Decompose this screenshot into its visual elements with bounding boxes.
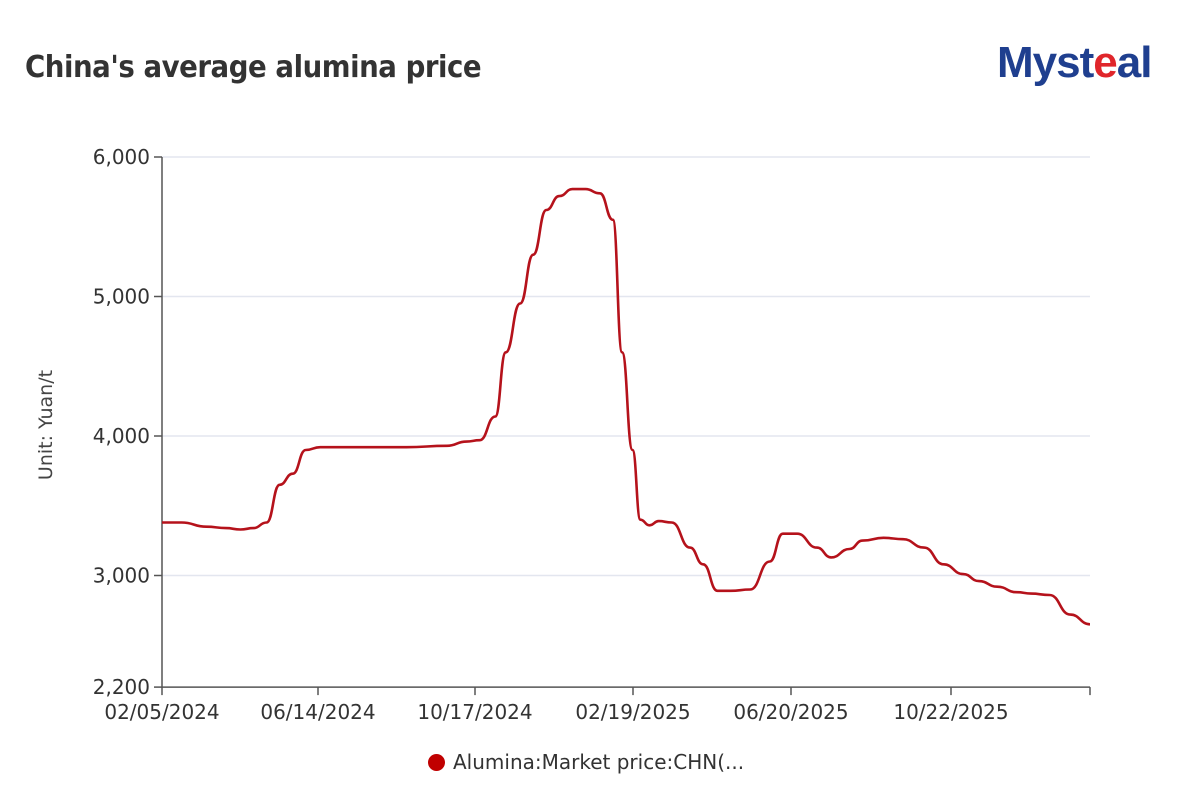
svg-text:2,200: 2,200 [93,675,150,699]
svg-text:5,000: 5,000 [93,285,150,309]
svg-text:02/19/2025: 02/19/2025 [575,700,690,724]
legend-marker-icon [428,753,445,771]
svg-text:6,000: 6,000 [93,145,150,169]
logo-text-main: Myst [997,38,1094,87]
svg-text:02/05/2024: 02/05/2024 [104,700,219,724]
svg-text:4,000: 4,000 [93,424,150,448]
logo-text-tail: al [1116,38,1153,87]
legend-label: Alumina:Market price:CHN(... [453,750,745,774]
svg-text:10/17/2024: 10/17/2024 [417,700,532,724]
y-axis-label: Unit: Yuan/t [35,370,57,480]
svg-text:10/22/2025: 10/22/2025 [893,700,1008,724]
legend[interactable]: Alumina:Market price:CHN(... [428,750,744,774]
gridlines [162,156,1090,577]
chart-title: China's average alumina price [25,50,482,85]
svg-text:3,000: 3,000 [93,564,150,588]
price-line-series [162,187,1091,626]
logo-text-accent: e [1093,38,1118,87]
mysteel-logo: Mysteal [997,38,1153,88]
y-axis: 2,200 3,000 4,000 5,000 6,000 [93,145,163,699]
x-axis: 02/05/2024 06/14/2024 10/17/2024 02/19/2025… [104,686,1091,724]
svg-text:06/14/2024: 06/14/2024 [260,700,375,724]
svg-text:06/20/2025: 06/20/2025 [733,700,848,724]
